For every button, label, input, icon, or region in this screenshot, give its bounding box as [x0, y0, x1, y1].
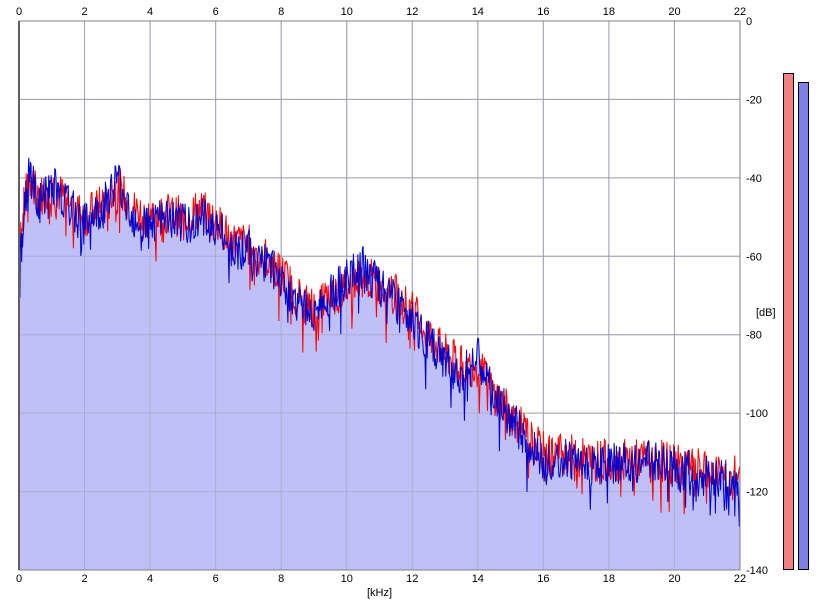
series-line-red: [18, 167, 741, 515]
y-tick-label: -120: [746, 487, 768, 499]
y-tick-label: -40: [746, 173, 762, 185]
x-tick-label-top: 22: [734, 6, 746, 18]
x-tick-label-bottom: 4: [147, 573, 153, 585]
x-tick-label-bottom: 14: [472, 573, 484, 585]
x-tick-label-bottom: 18: [603, 573, 615, 585]
x-tick-label-top: 6: [213, 6, 219, 18]
y-tick-label: -80: [746, 330, 762, 342]
level-meter-right: [798, 81, 809, 570]
x-tick-label-bottom: 0: [16, 573, 22, 585]
x-tick-label-bottom: 16: [537, 573, 549, 585]
x-tick-label-bottom: 10: [341, 573, 353, 585]
x-tick-label-bottom: 22: [734, 573, 746, 585]
level-meter-left: [783, 72, 794, 570]
x-tick-label-top: 2: [81, 6, 87, 18]
x-tick-label-top: 12: [406, 6, 418, 18]
x-tick-label-top: 14: [472, 6, 484, 18]
plot-frame: [18, 20, 741, 571]
series-line-blue: [18, 157, 741, 527]
x-tick-label-top: 4: [147, 6, 153, 18]
x-tick-label-bottom: 2: [81, 573, 87, 585]
x-tick-label-bottom: 8: [278, 573, 284, 585]
y-tick-label: -60: [746, 251, 762, 263]
x-axis-label: [kHz]: [367, 587, 392, 599]
spectrum-fill: [19, 157, 740, 570]
x-tick-label-top: 18: [603, 6, 615, 18]
y-axis-label: [dB]: [756, 307, 776, 319]
y-tick-label: -20: [746, 94, 762, 106]
series-lines: [18, 157, 741, 527]
x-tick-label-top: 20: [668, 6, 680, 18]
x-tick-label-bottom: 20: [668, 573, 680, 585]
x-tick-label-top: 8: [278, 6, 284, 18]
y-tick-label: -140: [746, 565, 768, 577]
x-tick-labels-top: 0 2 4 6 8 10 12 14 16 18 20 22: [16, 6, 746, 18]
x-tick-label-bottom: 6: [213, 573, 219, 585]
x-tick-label-top: 10: [341, 6, 353, 18]
y-tick-label: -100: [746, 408, 768, 420]
x-tick-labels-bottom: 0 2 4 6 8 10 12 14 16 18 20 22: [16, 573, 746, 585]
y-tick-label: 0: [746, 16, 752, 28]
x-tick-label-bottom: 12: [406, 573, 418, 585]
y-tick-labels: 0 -20 -40 -60 -80 -100 -120 -140: [746, 16, 768, 577]
x-tick-label-top: 0: [16, 6, 22, 18]
x-tick-label-top: 16: [537, 6, 549, 18]
